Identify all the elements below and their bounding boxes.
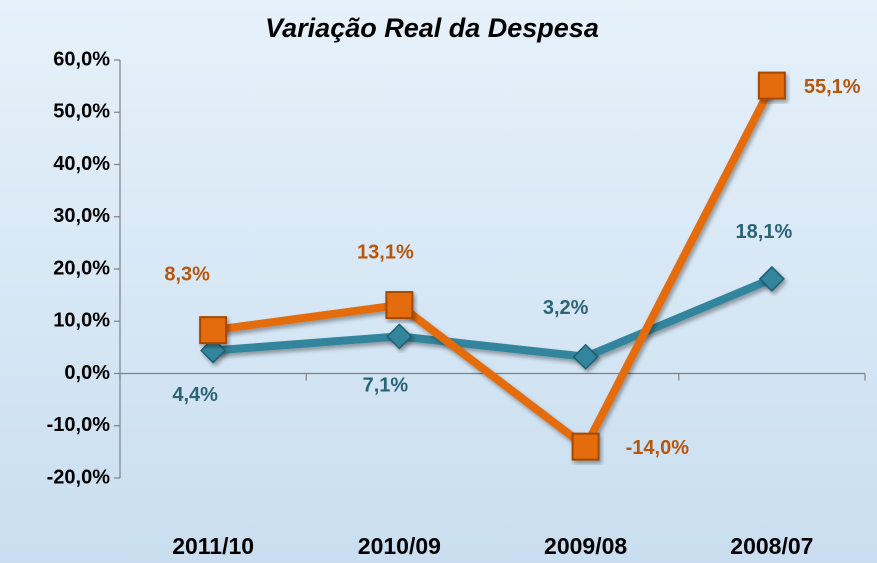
marker: [199, 316, 228, 345]
data-label: 13,1%: [357, 241, 414, 263]
y-tick-label: 20,0%: [53, 257, 110, 279]
y-tick-label: -10,0%: [47, 414, 111, 436]
marker: [386, 323, 413, 350]
x-tick-label: 2011/10: [172, 533, 254, 559]
data-label: 18,1%: [736, 221, 793, 243]
y-tick-label: 30,0%: [53, 205, 110, 227]
x-tick-label: 2010/09: [358, 533, 441, 559]
y-tick-label: 60,0%: [53, 48, 110, 70]
y-tick-label: 10,0%: [53, 310, 110, 332]
marker: [572, 343, 599, 370]
data-label: 8,3%: [164, 263, 210, 285]
marker: [571, 432, 600, 461]
data-label: 7,1%: [363, 375, 409, 397]
data-label: -14,0%: [626, 437, 690, 459]
marker: [385, 291, 414, 320]
marker: [757, 71, 786, 100]
y-tick-label: 50,0%: [53, 101, 110, 123]
y-tick-label: -20,0%: [47, 466, 111, 488]
data-label: 4,4%: [172, 384, 218, 406]
data-label: 3,2%: [543, 297, 589, 319]
y-tick-label: 0,0%: [64, 362, 110, 384]
marker: [758, 265, 785, 292]
chart-title: Variação Real da Despesa: [265, 13, 599, 43]
marker: [200, 337, 227, 364]
x-tick-label: 2008/07: [730, 533, 813, 559]
y-tick-label: 40,0%: [53, 153, 110, 175]
data-label: 55,1%: [804, 76, 861, 98]
x-tick-label: 2009/08: [544, 533, 627, 559]
series-line: [212, 83, 776, 451]
series-line: [212, 275, 774, 361]
